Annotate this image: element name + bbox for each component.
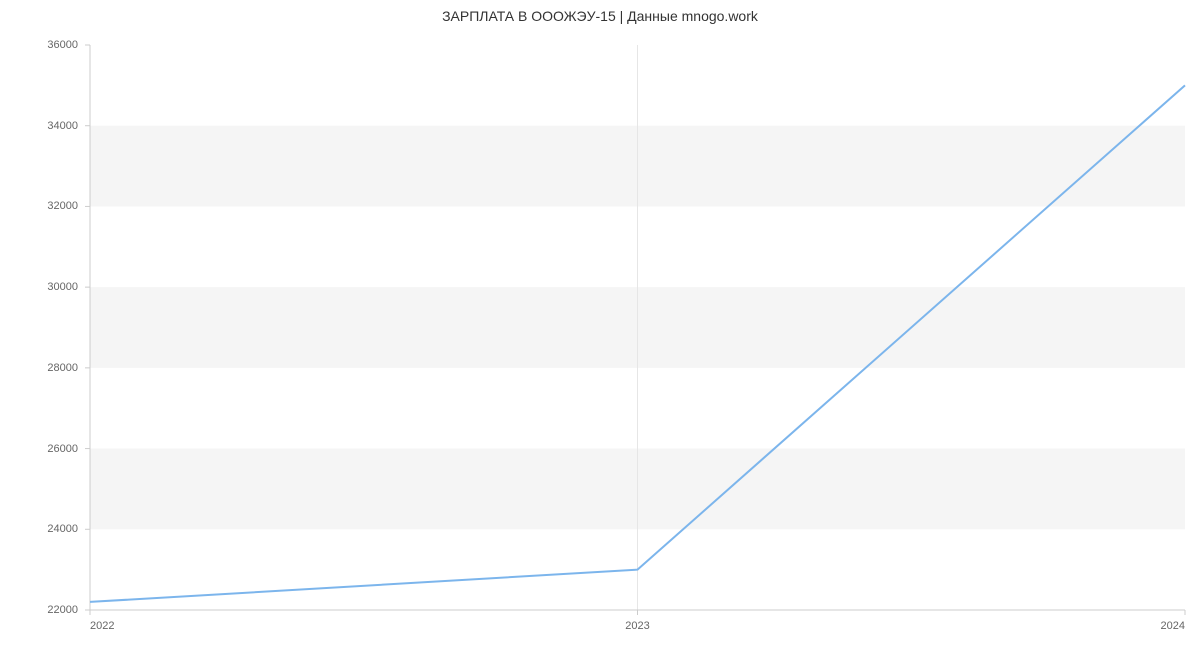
y-tick-label: 30000 [0, 281, 78, 293]
y-tick-label: 26000 [0, 443, 78, 455]
y-tick-label: 24000 [0, 523, 78, 535]
y-tick-label: 32000 [0, 200, 78, 212]
x-tick-label: 2022 [90, 620, 114, 632]
y-tick-label: 22000 [0, 604, 78, 616]
line-chart: ЗАРПЛАТА В ОООЖЭУ-15 | Данные mnogo.work… [0, 0, 1200, 650]
chart-svg [0, 0, 1200, 650]
x-tick-label: 2023 [625, 620, 649, 632]
y-tick-label: 36000 [0, 39, 78, 51]
x-tick-label: 2024 [1161, 620, 1185, 632]
y-tick-label: 34000 [0, 120, 78, 132]
y-tick-label: 28000 [0, 362, 78, 374]
chart-title: ЗАРПЛАТА В ОООЖЭУ-15 | Данные mnogo.work [0, 8, 1200, 24]
